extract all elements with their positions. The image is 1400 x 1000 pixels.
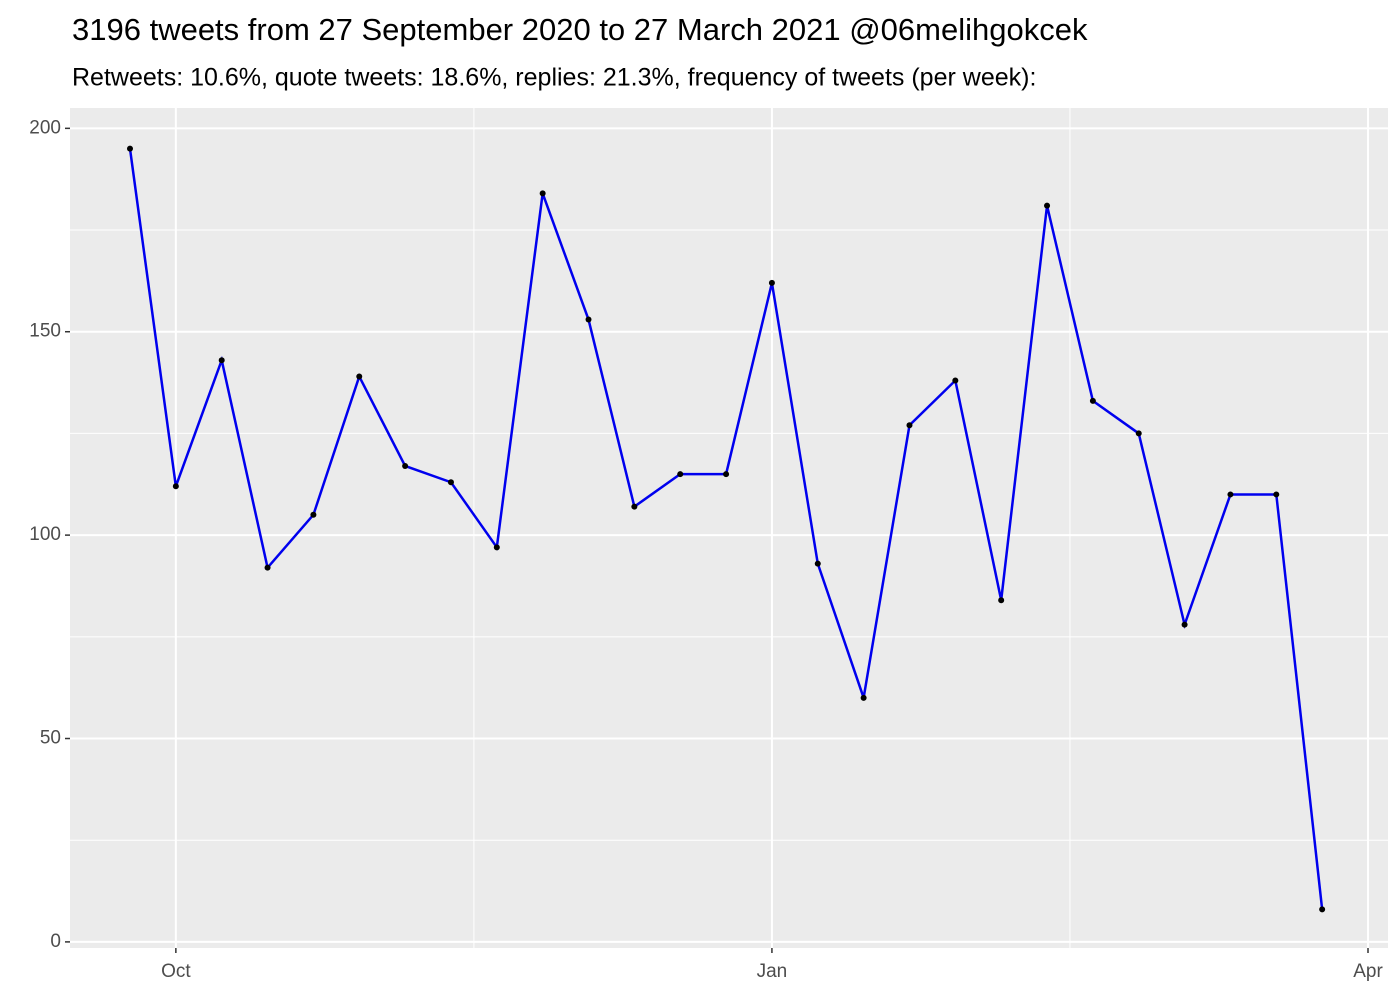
y-tick-label: 200 bbox=[29, 117, 61, 138]
data-point bbox=[814, 560, 821, 567]
data-point bbox=[952, 377, 959, 384]
data-point bbox=[1181, 621, 1188, 628]
data-point bbox=[172, 483, 179, 490]
y-tick-label: 50 bbox=[40, 728, 61, 749]
data-point bbox=[1089, 397, 1096, 404]
x-tick-label: Apr bbox=[1353, 961, 1383, 982]
data-point bbox=[677, 471, 684, 478]
data-point bbox=[998, 597, 1005, 604]
y-tick-label: 100 bbox=[29, 524, 61, 545]
data-point bbox=[310, 511, 317, 518]
data-point bbox=[1319, 906, 1326, 913]
x-tick-label: Jan bbox=[757, 961, 788, 982]
data-point bbox=[1135, 430, 1142, 437]
chart-subtitle: Retweets: 10.6%, quote tweets: 18.6%, re… bbox=[72, 64, 1036, 92]
data-point bbox=[723, 471, 730, 478]
data-point bbox=[493, 544, 500, 551]
x-tick-label: Oct bbox=[161, 961, 191, 982]
data-point bbox=[631, 503, 638, 510]
plot-panel bbox=[70, 108, 1388, 948]
data-point bbox=[402, 462, 409, 469]
data-point bbox=[447, 479, 454, 486]
y-tick-label: 0 bbox=[50, 931, 61, 952]
data-point bbox=[1273, 491, 1280, 498]
data-point bbox=[539, 190, 546, 197]
data-point bbox=[356, 373, 363, 380]
data-point bbox=[264, 564, 271, 571]
y-tick-label: 150 bbox=[29, 321, 61, 342]
data-point bbox=[1227, 491, 1234, 498]
data-point bbox=[768, 279, 775, 286]
chart-title: 3196 tweets from 27 September 2020 to 27… bbox=[72, 12, 1088, 47]
data-point bbox=[585, 316, 592, 323]
data-point bbox=[1044, 202, 1051, 209]
data-point bbox=[218, 357, 225, 364]
data-point bbox=[906, 422, 913, 429]
data-point bbox=[127, 145, 133, 152]
data-point bbox=[860, 694, 867, 701]
